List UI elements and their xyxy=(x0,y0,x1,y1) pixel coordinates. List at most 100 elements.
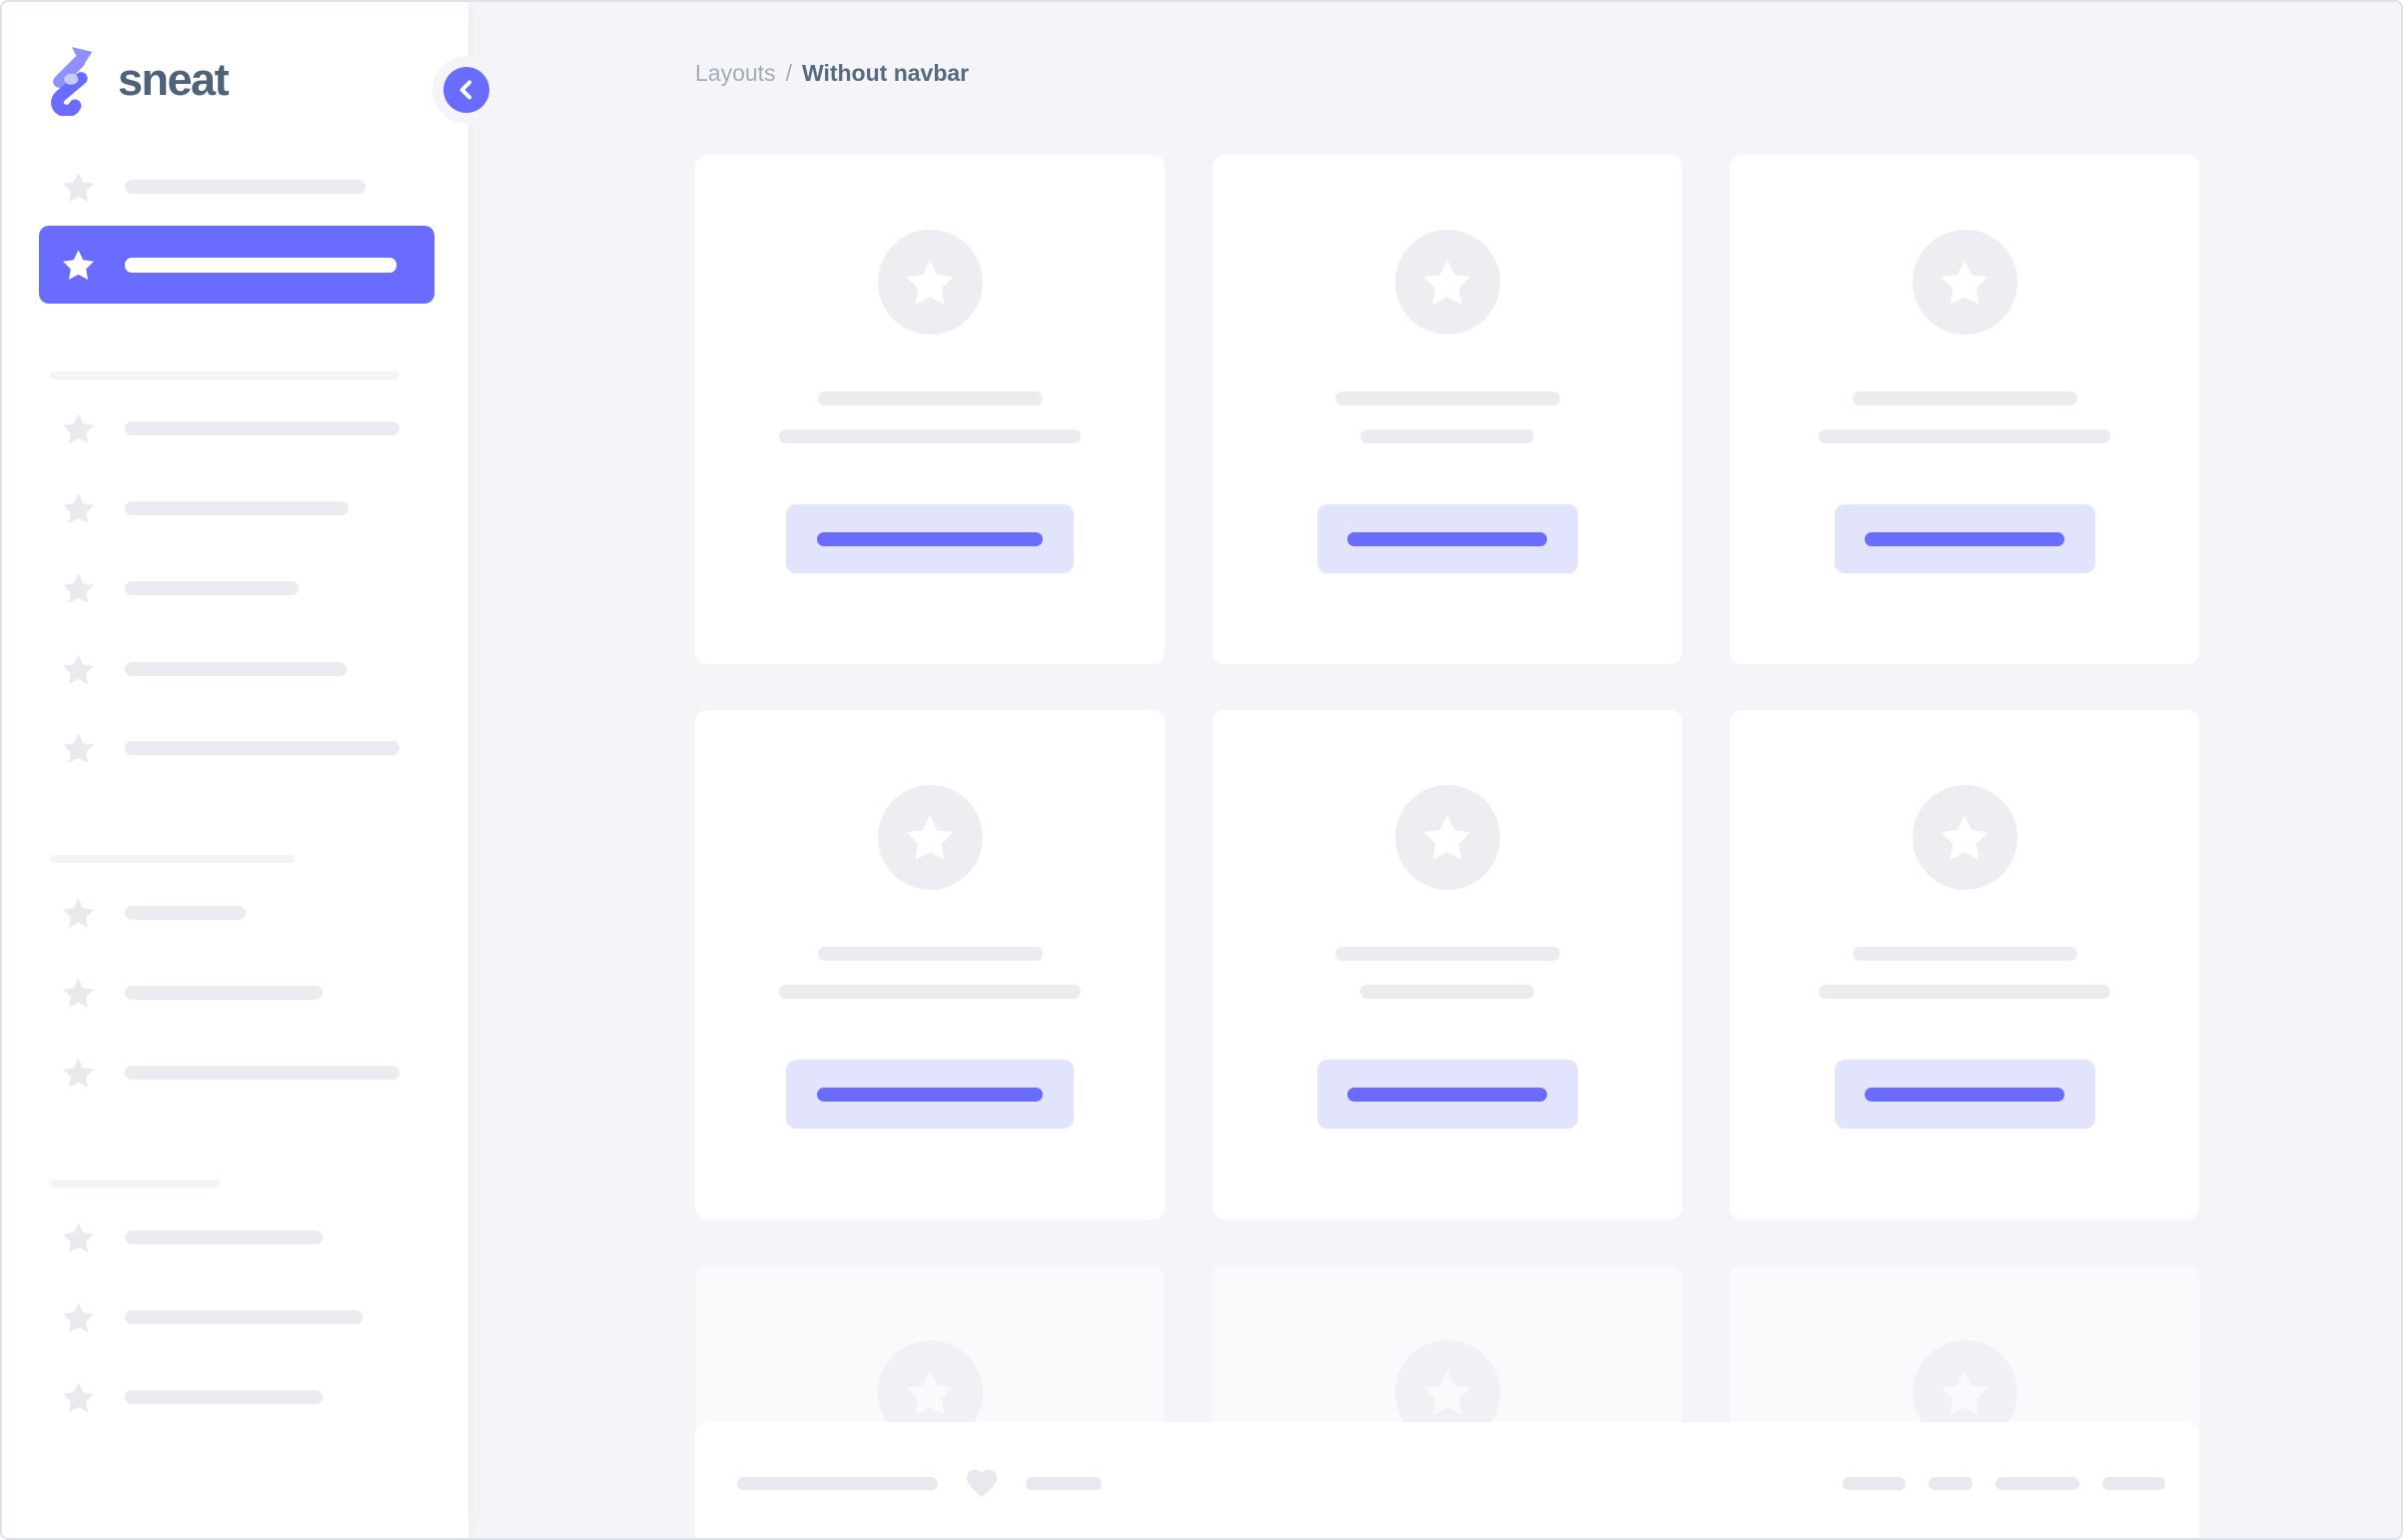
footer-text-skeleton xyxy=(737,1476,938,1490)
card-avatar-circle xyxy=(877,785,983,890)
breadcrumb-current: Without navbar xyxy=(801,60,970,86)
star-icon xyxy=(63,172,94,202)
heart-icon xyxy=(967,1469,997,1498)
star-icon xyxy=(1941,259,1989,305)
card-r2-c3 xyxy=(1730,710,2199,1219)
sidebar-item-active[interactable] xyxy=(39,226,434,304)
star-icon xyxy=(63,898,94,928)
footer-text-skeleton xyxy=(1026,1476,1102,1490)
star-icon xyxy=(906,814,954,860)
card-r1-c3 xyxy=(1730,155,2199,664)
sidebar-item[interactable] xyxy=(39,630,434,708)
star-icon xyxy=(1423,1369,1471,1415)
nav-item-label-skeleton xyxy=(125,1310,363,1324)
nav-item-label-skeleton xyxy=(125,1230,323,1244)
sidebar-item[interactable] xyxy=(39,389,434,467)
card-button[interactable] xyxy=(786,504,1074,573)
card-title-skeleton xyxy=(1334,391,1560,405)
star-icon xyxy=(63,978,94,1008)
brand-name: sneat xyxy=(118,54,230,105)
card-r2-c2 xyxy=(1212,710,1682,1219)
card-subtitle-skeleton xyxy=(1360,429,1534,443)
footer-link-skeleton xyxy=(1929,1476,1973,1490)
brand[interactable]: sneat xyxy=(46,44,230,116)
cards-grid xyxy=(695,155,2199,1538)
sidebar-item[interactable] xyxy=(39,1034,434,1112)
card-r1-c2 xyxy=(1212,155,1682,664)
star-icon xyxy=(63,1382,94,1412)
card-avatar-circle xyxy=(877,230,983,335)
star-icon xyxy=(63,1302,94,1332)
sidebar-section-header-skeleton xyxy=(50,372,400,380)
card-avatar-circle xyxy=(1394,230,1500,335)
card-subtitle-skeleton xyxy=(1819,429,2110,443)
card-button-label-skeleton xyxy=(817,1087,1043,1102)
star-icon xyxy=(906,259,954,305)
card-avatar-circle xyxy=(1912,230,2017,335)
sidebar-item[interactable] xyxy=(39,874,434,952)
card-avatar-circle xyxy=(1394,785,1500,890)
breadcrumb: Layouts / Without navbar xyxy=(695,60,969,87)
star-icon xyxy=(63,654,94,684)
footer-left xyxy=(737,1422,1102,1538)
star-icon xyxy=(1423,259,1471,305)
card-button[interactable] xyxy=(1316,504,1578,573)
card-title-skeleton xyxy=(1852,391,2077,405)
card-subtitle-skeleton xyxy=(1819,985,2110,999)
nav-item-label-skeleton xyxy=(125,257,397,273)
sidebar-item[interactable] xyxy=(39,954,434,1032)
nav-item-label-skeleton xyxy=(125,662,347,676)
sidebar-item[interactable] xyxy=(39,1358,434,1436)
nav-item-label-skeleton xyxy=(125,180,366,194)
star-icon xyxy=(63,1058,94,1088)
card-button[interactable] xyxy=(1834,1060,2095,1129)
nav-item-label-skeleton xyxy=(125,421,400,435)
sidebar-item[interactable] xyxy=(39,1198,434,1276)
card-title-skeleton xyxy=(817,391,1043,405)
footer-link-skeleton xyxy=(1996,1476,2079,1490)
sidebar-item[interactable] xyxy=(39,709,434,787)
star-icon xyxy=(906,1369,954,1415)
nav-item-label-skeleton xyxy=(125,581,299,595)
sidebar-item[interactable] xyxy=(39,148,434,226)
card-button[interactable] xyxy=(1316,1060,1578,1129)
sidebar-item[interactable] xyxy=(39,549,434,627)
star-icon xyxy=(1941,814,1989,860)
star-icon xyxy=(63,413,94,443)
breadcrumb-separator: / xyxy=(785,60,792,86)
footer-right xyxy=(1843,1422,2165,1538)
nav-item-label-skeleton xyxy=(125,741,400,755)
nav-item-label-skeleton xyxy=(125,1390,323,1404)
star-icon xyxy=(1423,814,1471,860)
sidebar: sneat xyxy=(2,2,468,1538)
star-icon xyxy=(1941,1369,1989,1415)
chevron-left-icon xyxy=(459,80,472,100)
breadcrumb-section[interactable]: Layouts xyxy=(695,60,776,86)
card-button-label-skeleton xyxy=(1347,531,1547,546)
card-title-skeleton xyxy=(1852,947,2077,961)
card-avatar-circle xyxy=(1912,785,2017,890)
nav-item-label-skeleton xyxy=(125,1066,400,1080)
card-subtitle-skeleton xyxy=(779,985,1081,999)
star-icon xyxy=(63,493,94,523)
sidebar-item[interactable] xyxy=(39,1278,434,1356)
star-icon xyxy=(63,573,94,603)
card-button-label-skeleton xyxy=(1865,531,2064,546)
nav-item-label-skeleton xyxy=(125,986,323,1000)
footer xyxy=(695,1422,2199,1538)
card-button-label-skeleton xyxy=(1865,1087,2064,1102)
star-icon xyxy=(63,1222,94,1252)
collapse-ring xyxy=(432,56,500,124)
star-icon xyxy=(63,733,94,763)
footer-link-skeleton xyxy=(2102,1476,2165,1490)
sidebar-collapse-button[interactable] xyxy=(443,67,489,113)
star-icon xyxy=(63,250,94,280)
sidebar-item[interactable] xyxy=(39,469,434,547)
card-r2-c1 xyxy=(695,710,1165,1219)
card-subtitle-skeleton xyxy=(1360,985,1534,999)
sidebar-section-header-skeleton xyxy=(50,855,295,863)
card-button[interactable] xyxy=(1834,504,2095,573)
card-button[interactable] xyxy=(786,1060,1074,1129)
sneat-logo-icon xyxy=(51,47,93,116)
